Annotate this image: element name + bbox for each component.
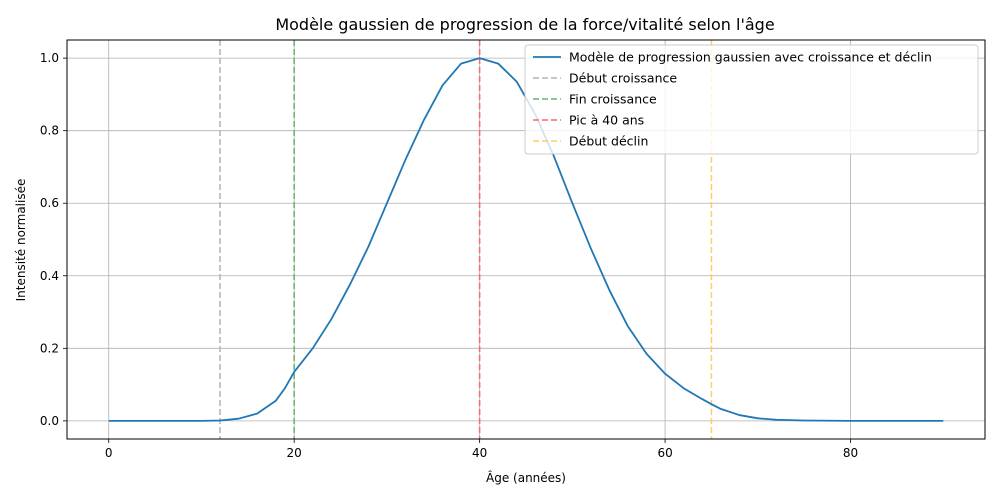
legend-entry: Modèle de progression gaussien avec croi…	[569, 50, 932, 65]
y-axis-label: Intensité normalisée	[14, 179, 28, 302]
y-tick-label: 0.2	[40, 341, 59, 355]
legend-entry: Pic à 40 ans	[569, 113, 644, 128]
chart-title: Modèle gaussien de progression de la for…	[275, 15, 774, 34]
x-axis-label: Âge (années)	[486, 470, 566, 485]
legend-entry: Début croissance	[569, 71, 677, 86]
plot-frame	[66, 39, 986, 440]
series-line	[108, 57, 944, 422]
y-tick-label: 0.6	[40, 196, 59, 210]
y-tick-label: 0.4	[40, 269, 59, 283]
series-layer	[108, 57, 944, 422]
x-tick-label: 20	[287, 446, 302, 460]
y-tick-label: 0.0	[40, 414, 59, 428]
ticks: 0 20 40 60 80 0.0 0.2 0.4 0.6 0.8 1.0	[40, 51, 858, 460]
y-tick-label: 1.0	[40, 51, 59, 65]
legend-entry: Fin croissance	[569, 92, 657, 107]
x-tick-label: 80	[843, 446, 858, 460]
legend-box	[524, 44, 979, 155]
legend-entry: Début déclin	[569, 134, 648, 149]
y-tick-label: 0.8	[40, 124, 59, 138]
x-tick-label: 60	[657, 446, 672, 460]
x-tick-label: 0	[105, 446, 113, 460]
legend: Modèle de progression gaussien avec croi…	[524, 44, 979, 155]
x-tick-label: 40	[472, 446, 487, 460]
